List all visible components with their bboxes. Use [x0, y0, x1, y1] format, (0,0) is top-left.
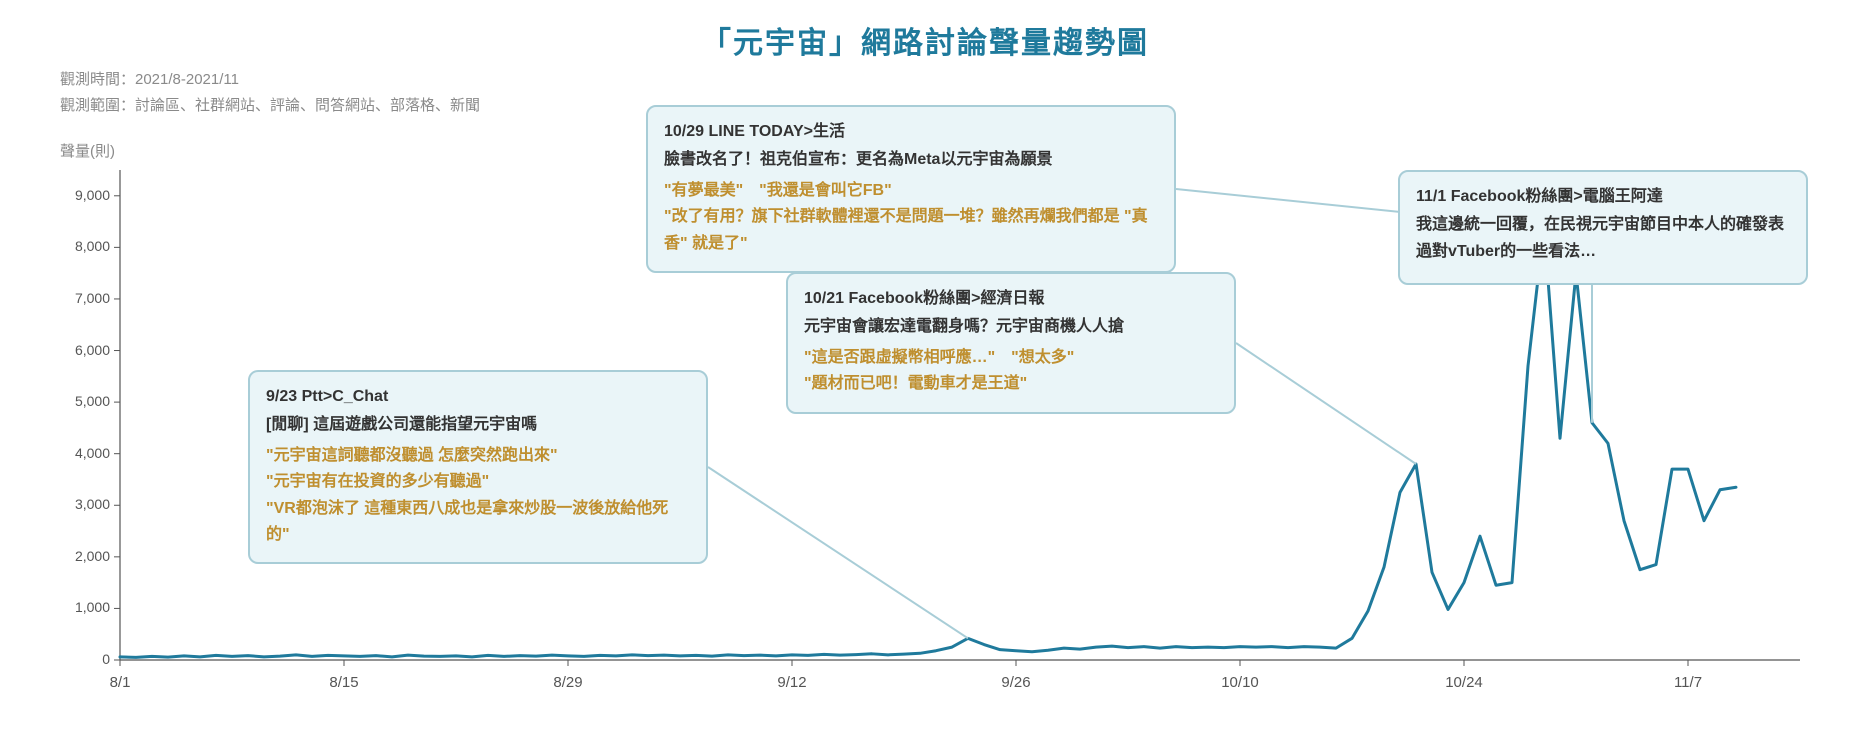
- callout-subtitle: [閒聊] 這屆遊戲公司還能指望元宇宙嗎: [266, 412, 690, 438]
- y-tick: 5,000: [50, 393, 110, 409]
- x-tick: 8/15: [314, 674, 374, 691]
- callout-subtitle: 臉書改名了！祖克伯宣布：更名為Meta以元宇宙為願景: [664, 147, 1158, 173]
- y-tick: 8,000: [50, 238, 110, 254]
- callout-quote: "元宇宙有在投資的多少有聽過": [266, 469, 690, 495]
- callout-quote: "有夢最美" "我還是會叫它FB": [664, 178, 1158, 204]
- callout-subtitle: 元宇宙會讓宏達電翻身嗎？元宇宙商機人人搶: [804, 314, 1218, 340]
- y-tick: 0: [50, 651, 110, 667]
- x-tick: 11/7: [1658, 674, 1718, 691]
- callout-quote: "這是否跟虛擬幣相呼應…" "想太多": [804, 345, 1218, 371]
- y-tick: 6,000: [50, 342, 110, 358]
- annotation-callout: 10/29 LINE TODAY>生活臉書改名了！祖克伯宣布：更名為Meta以元…: [646, 105, 1176, 273]
- x-tick: 9/26: [986, 674, 1046, 691]
- callout-quote: "VR都泡沫了 這種東西八成也是拿來炒股一波後放給他死的": [266, 496, 690, 549]
- callout-quote: "元宇宙這詞聽都沒聽過 怎麼突然跑出來": [266, 443, 690, 469]
- y-tick: 4,000: [50, 445, 110, 461]
- x-tick: 8/1: [90, 674, 150, 691]
- callout-subtitle: 我這邊統一回覆，在民視元宇宙節目中本人的確發表過對vTuber的一些看法…: [1416, 212, 1790, 265]
- callout-header: 9/23 Ptt>C_Chat: [266, 384, 690, 410]
- x-tick: 9/12: [762, 674, 822, 691]
- callout-quote: "題材而已吧！電動車才是王道": [804, 371, 1218, 397]
- y-tick: 3,000: [50, 496, 110, 512]
- x-tick: 10/24: [1434, 674, 1494, 691]
- callout-header: 11/1 Facebook粉絲團>電腦王阿達: [1416, 184, 1790, 210]
- y-tick: 2,000: [50, 548, 110, 564]
- callout-header: 10/29 LINE TODAY>生活: [664, 119, 1158, 145]
- callout-header: 10/21 Facebook粉絲團>經濟日報: [804, 286, 1218, 312]
- x-tick: 10/10: [1210, 674, 1270, 691]
- x-tick: 8/29: [538, 674, 598, 691]
- annotation-callout: 9/23 Ptt>C_Chat[閒聊] 這屆遊戲公司還能指望元宇宙嗎 "元宇宙這詞…: [248, 370, 708, 564]
- y-tick: 7,000: [50, 290, 110, 306]
- y-tick: 1,000: [50, 599, 110, 615]
- callout-quote: "改了有用？旗下社群軟體裡還不是問題一堆？雖然再爛我們都是 "真香" 就是了": [664, 204, 1158, 257]
- y-tick: 9,000: [50, 187, 110, 203]
- annotation-callout: 10/21 Facebook粉絲團>經濟日報元宇宙會讓宏達電翻身嗎？元宇宙商機人…: [786, 272, 1236, 414]
- annotation-callout: 11/1 Facebook粉絲團>電腦王阿達我這邊統一回覆，在民視元宇宙節目中本…: [1398, 170, 1808, 285]
